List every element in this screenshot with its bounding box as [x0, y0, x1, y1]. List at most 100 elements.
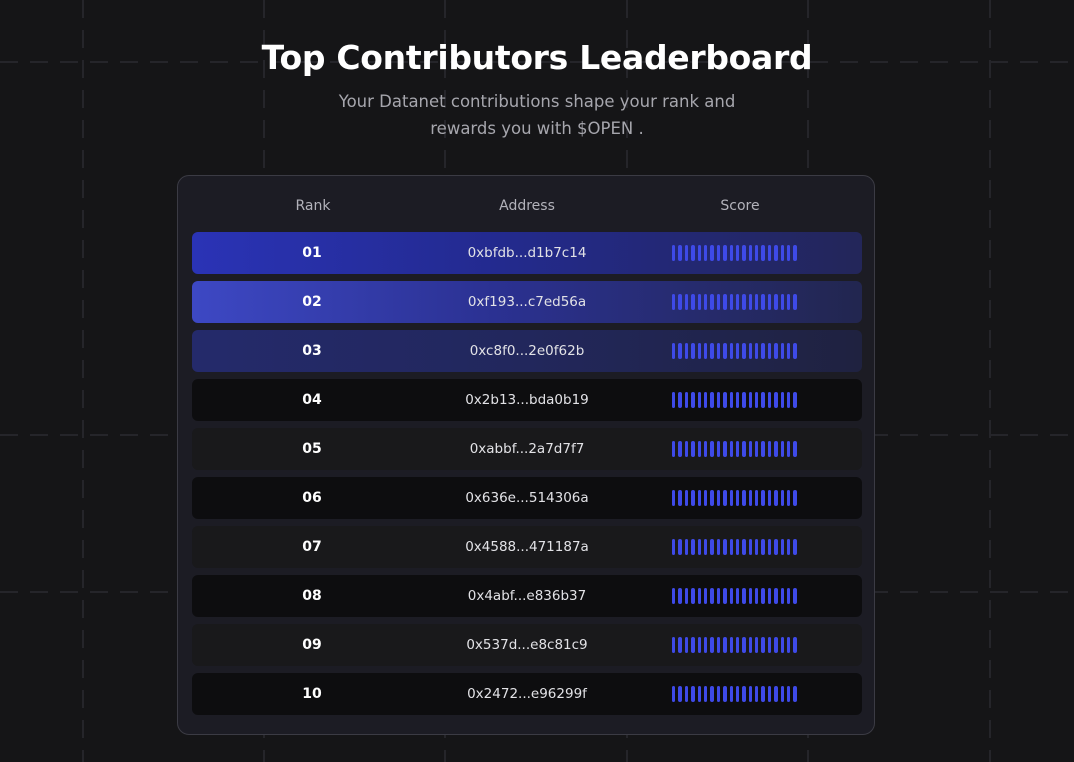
score-segment [735, 441, 740, 457]
score-segment [787, 490, 791, 506]
score-segment [780, 294, 785, 310]
score-segment [755, 588, 759, 604]
score-bar [672, 686, 812, 702]
score-segment [716, 245, 721, 261]
score-segment [672, 343, 676, 359]
score-segment [793, 490, 797, 506]
address-cell[interactable]: 0xabbf...2a7d7f7 [469, 441, 585, 457]
score-segment [672, 539, 676, 555]
score-segment [735, 343, 740, 359]
score-segment [723, 588, 727, 604]
address-cell[interactable]: 0x2b13...bda0b19 [465, 392, 589, 408]
score-segment [729, 686, 733, 702]
leaderboard-rows: 01 0xbfdb...d1b7c14 02 0xf193...c7ed56a … [192, 232, 862, 722]
score-segment [684, 588, 689, 604]
address-cell[interactable]: 0xf193...c7ed56a [467, 294, 587, 310]
table-row[interactable]: 02 0xf193...c7ed56a [192, 281, 862, 323]
table-row[interactable]: 06 0x636e...514306a [192, 477, 862, 519]
address-cell[interactable]: 0x4abf...e836b37 [467, 588, 587, 604]
score-segment [684, 441, 689, 457]
score-segment [729, 392, 733, 408]
score-bar [672, 588, 812, 604]
score-segment [748, 294, 753, 310]
score-segment [697, 294, 701, 310]
score-segment [748, 392, 753, 408]
rank-cell: 01 [302, 245, 322, 261]
score-segment [755, 490, 759, 506]
score-bar [672, 539, 812, 555]
rank-cell: 06 [302, 490, 322, 506]
score-segment [684, 637, 689, 653]
score-segment [691, 588, 695, 604]
score-bar [672, 294, 812, 310]
table-header: Rank Address Score [178, 198, 874, 218]
score-segment [742, 245, 746, 261]
score-segment [774, 245, 778, 261]
table-row[interactable]: 01 0xbfdb...d1b7c14 [192, 232, 862, 274]
score-segment [697, 539, 701, 555]
address-cell[interactable]: 0x2472...e96299f [467, 686, 587, 702]
score-segment [735, 588, 740, 604]
score-segment [703, 343, 708, 359]
score-segment [780, 686, 785, 702]
score-segment [672, 294, 676, 310]
score-segment [703, 686, 708, 702]
score-segment [742, 588, 746, 604]
score-segment [787, 343, 791, 359]
score-segment [748, 539, 753, 555]
table-row[interactable]: 08 0x4abf...e836b37 [192, 575, 862, 617]
score-segment [780, 441, 785, 457]
score-segment [723, 637, 727, 653]
score-segment [761, 686, 765, 702]
score-segment [716, 539, 721, 555]
score-segment [684, 490, 689, 506]
table-row[interactable]: 05 0xabbf...2a7d7f7 [192, 428, 862, 470]
score-segment [716, 588, 721, 604]
score-segment [793, 245, 797, 261]
score-bar [672, 441, 812, 457]
score-bar [672, 245, 812, 261]
score-segment [755, 637, 759, 653]
score-segment [723, 490, 727, 506]
score-segment [774, 588, 778, 604]
score-segment [780, 539, 785, 555]
score-segment [716, 637, 721, 653]
address-cell[interactable]: 0xbfdb...d1b7c14 [467, 245, 587, 261]
score-segment [729, 441, 733, 457]
score-segment [678, 539, 682, 555]
score-segment [735, 539, 740, 555]
table-row[interactable]: 10 0x2472...e96299f [192, 673, 862, 715]
score-bar [672, 490, 812, 506]
score-segment [684, 343, 689, 359]
address-cell[interactable]: 0x636e...514306a [465, 490, 589, 506]
rank-cell: 02 [302, 294, 322, 310]
address-cell[interactable]: 0x537d...e8c81c9 [466, 637, 588, 653]
score-segment [716, 392, 721, 408]
table-row[interactable]: 04 0x2b13...bda0b19 [192, 379, 862, 421]
score-segment [755, 686, 759, 702]
score-segment [735, 392, 740, 408]
address-cell[interactable]: 0x4588...471187a [465, 539, 589, 555]
score-segment [742, 686, 746, 702]
table-row[interactable]: 07 0x4588...471187a [192, 526, 862, 568]
score-segment [748, 637, 753, 653]
page-subtitle: Your Datanet contributions shape your ra… [338, 92, 736, 138]
score-segment [691, 294, 695, 310]
score-segment [710, 490, 714, 506]
score-segment [780, 343, 785, 359]
score-segment [780, 637, 785, 653]
score-segment [678, 441, 682, 457]
score-segment [716, 343, 721, 359]
address-cell[interactable]: 0xc8f0...2e0f62b [469, 343, 585, 359]
score-segment [774, 637, 778, 653]
score-segment [787, 294, 791, 310]
score-segment [691, 637, 695, 653]
score-segment [793, 441, 797, 457]
table-row[interactable]: 09 0x537d...e8c81c9 [192, 624, 862, 666]
score-segment [691, 441, 695, 457]
score-segment [729, 294, 733, 310]
score-segment [787, 588, 791, 604]
table-row[interactable]: 03 0xc8f0...2e0f62b [192, 330, 862, 372]
score-segment [703, 294, 708, 310]
score-segment [723, 343, 727, 359]
